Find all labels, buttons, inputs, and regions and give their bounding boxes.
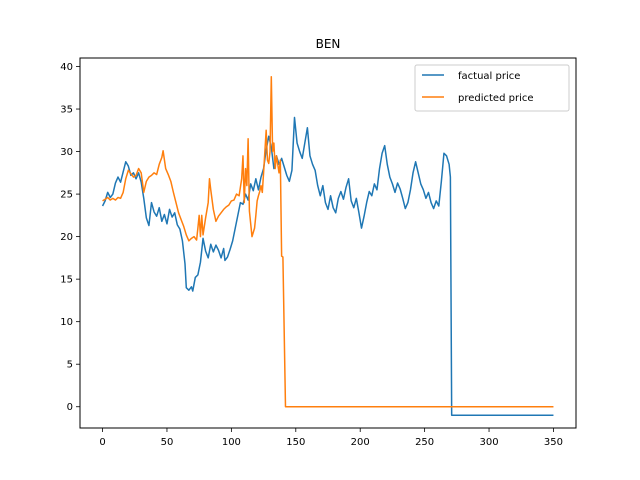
legend-label-predicted: predicted price: [458, 93, 534, 104]
axes-frame: [79, 57, 577, 429]
chart-title: BEN: [316, 37, 341, 51]
y-tick-label: 5: [67, 360, 73, 371]
x-tick-label: 150: [286, 437, 305, 448]
x-tick-label: 50: [161, 437, 174, 448]
legend: factual price predicted price: [414, 64, 570, 112]
x-axis: 0 50 100 150 200 250 300 350: [99, 428, 563, 448]
x-tick-label: 250: [415, 437, 434, 448]
y-tick-label: 30: [60, 147, 73, 158]
y-tick-label: 15: [60, 275, 73, 286]
legend-label-factual: factual price: [458, 71, 520, 82]
x-tick-label: 200: [351, 437, 370, 448]
x-tick-label: 350: [544, 437, 563, 448]
y-tick-label: 35: [60, 105, 73, 116]
x-tick-label: 100: [222, 437, 241, 448]
x-tick-label: 0: [99, 437, 105, 448]
y-tick-label: 0: [67, 402, 73, 413]
y-tick-label: 25: [60, 190, 73, 201]
legend-box: [414, 64, 570, 112]
y-tick-label: 20: [60, 232, 73, 243]
series-layer: [101, 75, 554, 416]
plot-area: 0 50 100 150 200 250 300 350 0 5 10 15 20 25 30 35 40: [60, 57, 577, 448]
y-tick-label: 40: [60, 62, 73, 73]
series-line-predicted-price: [102, 75, 554, 408]
y-tick-label: 10: [60, 317, 73, 328]
x-tick-label: 300: [479, 437, 498, 448]
y-axis: 0 5 10 15 20 25 30 35 40: [60, 62, 80, 413]
